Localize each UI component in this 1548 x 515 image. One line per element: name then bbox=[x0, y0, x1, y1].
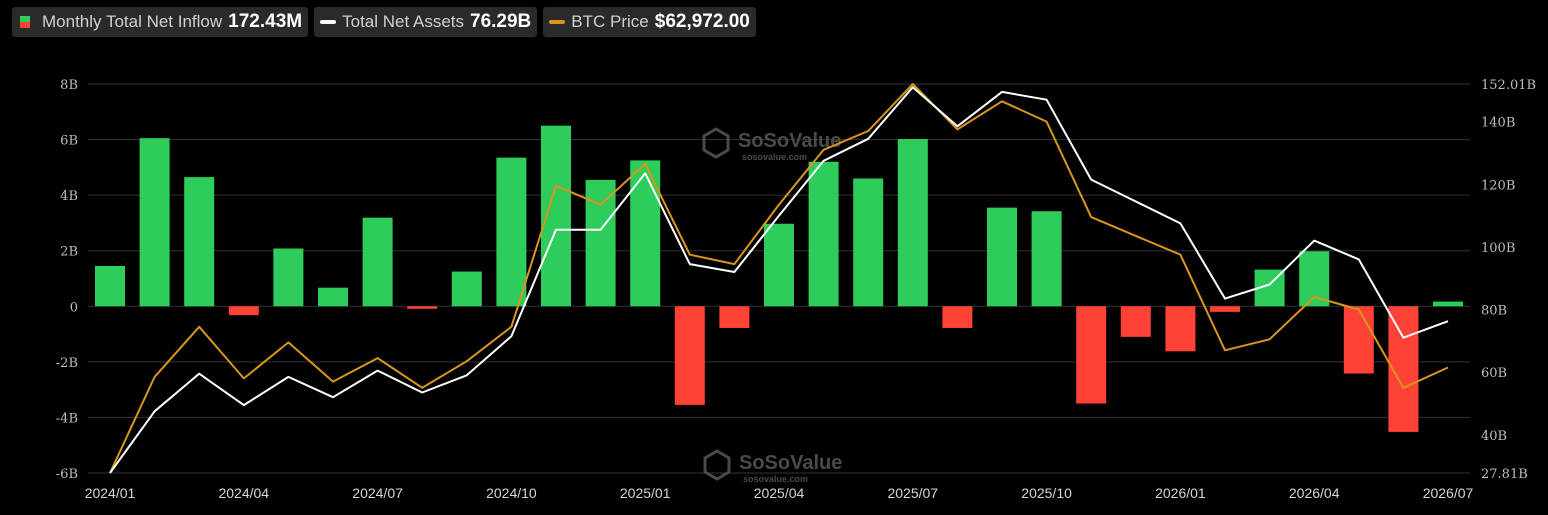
inflow-bar[interactable] bbox=[764, 223, 794, 307]
inflow-bar[interactable] bbox=[630, 160, 661, 307]
watermark-site: sosovalue.com bbox=[743, 474, 808, 484]
watermark-brand: SoSoValue bbox=[739, 452, 842, 474]
y-right-tick-label: 100B bbox=[1481, 241, 1515, 256]
assets-line-icon bbox=[320, 20, 337, 24]
inflow-bar[interactable] bbox=[95, 265, 125, 307]
y-right-tick-label: 40B bbox=[1481, 429, 1507, 444]
x-tick-label: 2024/04 bbox=[218, 485, 269, 501]
y-right-tick-label: 60B bbox=[1481, 366, 1507, 381]
inflow-bar[interactable] bbox=[942, 306, 973, 328]
x-axis: 2024/01 2024/04 2024/07 2024/10 2025/01 2025/… bbox=[85, 485, 1474, 501]
sosovalue-logo-icon bbox=[703, 449, 731, 481]
inflow-bar[interactable] bbox=[987, 207, 1017, 307]
x-tick-label: 2024/07 bbox=[352, 485, 403, 501]
x-tick-label: 2026/01 bbox=[1155, 485, 1206, 501]
watermark-bottom: SoSoValue sosovalue.com bbox=[703, 449, 842, 484]
y-left-tick-label: 0 bbox=[70, 300, 78, 315]
inflow-bar[interactable] bbox=[318, 287, 348, 307]
legend-assets-value: 76.29B bbox=[470, 11, 532, 32]
inflow-bar[interactable] bbox=[853, 178, 884, 307]
y-left-tick-label: 4B bbox=[60, 189, 78, 204]
legend: Monthly Total Net Inflow 172.43M Total N… bbox=[12, 7, 756, 37]
y-left-tick-label: -4B bbox=[56, 411, 78, 426]
x-tick-label: 2024/01 bbox=[85, 485, 136, 501]
y-right-tick-label: 152.01B bbox=[1481, 78, 1536, 93]
inflow-bar[interactable] bbox=[407, 306, 438, 309]
legend-btc-value: $62,972.00 bbox=[654, 11, 750, 32]
watermark-site: sosovalue.com bbox=[742, 152, 807, 162]
btc-price-line[interactable] bbox=[109, 83, 1449, 474]
inflow-bar[interactable] bbox=[1031, 211, 1062, 307]
watermark-brand: SoSoValue bbox=[738, 130, 841, 152]
inflow-bar[interactable] bbox=[897, 139, 928, 307]
legend-btc[interactable]: BTC Price $62,972.00 bbox=[543, 7, 756, 37]
inflow-bar[interactable] bbox=[1433, 301, 1463, 307]
inflow-bar[interactable] bbox=[184, 177, 215, 307]
total-net-assets-line[interactable] bbox=[109, 86, 1449, 474]
inflow-bar[interactable] bbox=[273, 248, 304, 307]
inflow-bar[interactable] bbox=[719, 306, 750, 328]
inflow-bar[interactable] bbox=[1165, 306, 1196, 352]
watermark-top: SoSoValue sosovalue.com bbox=[702, 127, 841, 162]
inflow-swatch-icon bbox=[20, 16, 30, 28]
y-right-tick-label: 120B bbox=[1481, 178, 1515, 193]
legend-inflow[interactable]: Monthly Total Net Inflow 172.43M bbox=[12, 7, 309, 37]
inflow-bar[interactable] bbox=[228, 306, 259, 316]
x-tick-label: 2026/04 bbox=[1289, 485, 1340, 501]
x-tick-label: 2025/07 bbox=[887, 485, 938, 501]
inflow-bar[interactable] bbox=[674, 306, 705, 405]
watermarks: SoSoValue sosovalue.com SoSoValue sosova… bbox=[702, 127, 842, 484]
lines bbox=[109, 83, 1449, 474]
inflow-bar[interactable] bbox=[808, 161, 839, 307]
inflow-bar[interactable] bbox=[585, 179, 616, 307]
y-left-tick-label: -6B bbox=[56, 467, 78, 482]
bars bbox=[95, 125, 1463, 432]
y-axis-left: 8B 6B 4B 2B 0 -2B -4B -6B bbox=[56, 78, 78, 482]
btc-line-icon bbox=[549, 20, 566, 24]
y-right-tick-label: 80B bbox=[1481, 304, 1507, 319]
inflow-bar[interactable] bbox=[139, 138, 170, 307]
y-right-tick-label: 140B bbox=[1481, 116, 1515, 131]
x-tick-label: 2024/10 bbox=[486, 485, 537, 501]
inflow-bar[interactable] bbox=[1343, 306, 1374, 374]
x-tick-label: 2025/04 bbox=[754, 485, 805, 501]
inflow-bar[interactable] bbox=[362, 217, 393, 307]
legend-assets-label: Total Net Assets bbox=[342, 12, 465, 31]
inflow-bar[interactable] bbox=[1210, 306, 1240, 312]
x-tick-label: 2026/07 bbox=[1423, 485, 1474, 501]
y-axis-right: 152.01B 140B 120B 100B 80B 60B 40B 27.81B bbox=[1481, 78, 1536, 482]
y-right-tick-label: 27.81B bbox=[1481, 467, 1528, 482]
inflow-bar[interactable] bbox=[496, 157, 527, 307]
legend-inflow-label: Monthly Total Net Inflow bbox=[42, 12, 223, 31]
y-left-tick-label: 2B bbox=[60, 245, 78, 260]
y-left-tick-label: 6B bbox=[60, 134, 78, 149]
legend-inflow-value: 172.43M bbox=[228, 11, 303, 32]
sosovalue-logo-icon bbox=[702, 127, 730, 159]
y-left-tick-label: -2B bbox=[56, 356, 78, 371]
legend-btc-label: BTC Price bbox=[571, 12, 649, 31]
x-tick-label: 2025/10 bbox=[1021, 485, 1072, 501]
y-left-tick-label: 8B bbox=[60, 78, 78, 93]
legend-assets[interactable]: Total Net Assets 76.29B bbox=[314, 7, 538, 37]
inflow-bar[interactable] bbox=[1076, 306, 1107, 404]
x-tick-label: 2025/01 bbox=[620, 485, 671, 501]
inflow-bar[interactable] bbox=[451, 271, 482, 307]
inflow-bar[interactable] bbox=[1120, 306, 1151, 337]
